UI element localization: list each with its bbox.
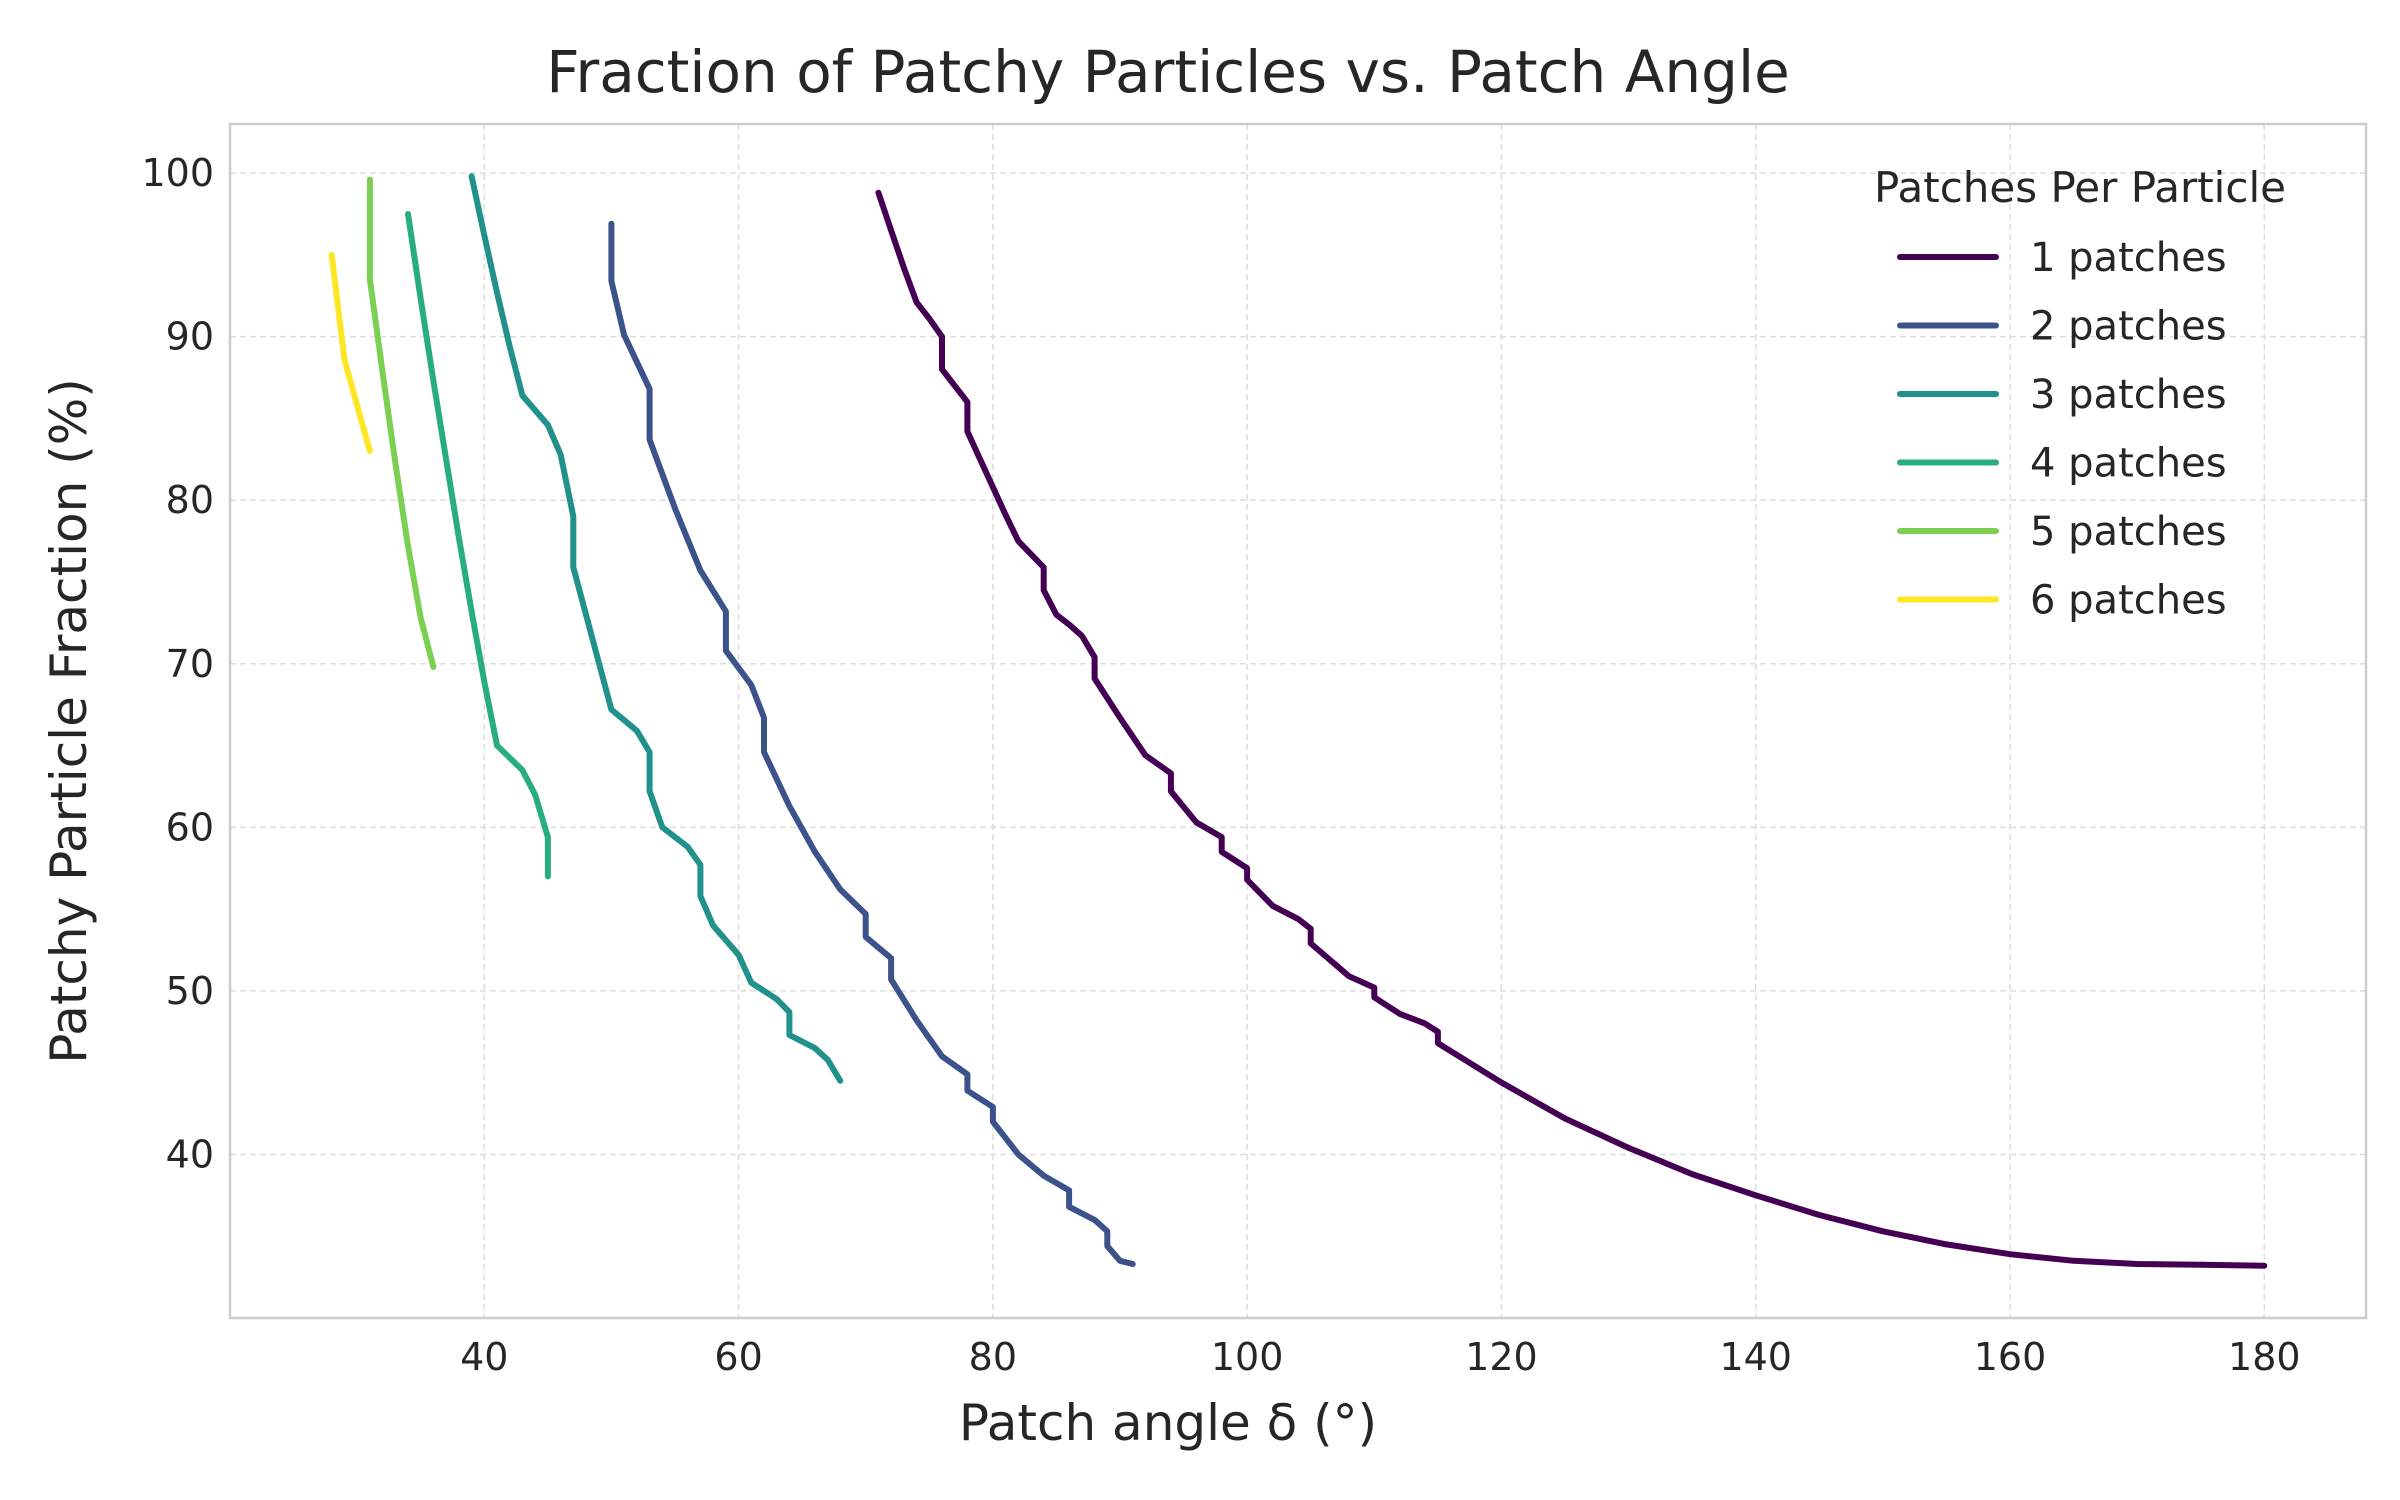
legend-label-4: 4 patches xyxy=(2030,441,2227,487)
y-tick-label: 100 xyxy=(141,151,214,195)
legend-label-1: 1 patches xyxy=(2030,235,2227,281)
tick-labels: 40 60 80 100 120 140 160 180 40 50 60 70 80 90 100 xyxy=(141,151,2300,1379)
y-tick-label: 50 xyxy=(166,969,214,1013)
x-tick-label: 60 xyxy=(714,1335,762,1379)
y-tick-label: 60 xyxy=(166,805,214,849)
x-tick-label: 80 xyxy=(969,1335,1017,1379)
x-axis-label: Patch angle δ (°) xyxy=(959,1394,1377,1452)
series-line-2 xyxy=(608,220,1136,1267)
x-tick-label: 180 xyxy=(2228,1335,2301,1379)
x-tick-label: 140 xyxy=(1719,1335,1792,1379)
x-tick-label: 160 xyxy=(1974,1335,2047,1379)
x-tick-label: 100 xyxy=(1211,1335,1284,1379)
chart-title: Fraction of Patchy Particles vs. Patch A… xyxy=(546,38,1790,106)
series-line-1 xyxy=(875,189,2268,1269)
y-tick-label: 80 xyxy=(166,478,214,522)
legend: Patches Per Particle 1 patches 2 patches 3… xyxy=(1874,163,2286,624)
series-line-3 xyxy=(468,173,844,1084)
legend-label-3: 3 patches xyxy=(2030,372,2227,418)
y-axis-label: Patchy Particle Fraction (%) xyxy=(40,378,98,1063)
series-layer xyxy=(328,173,2268,1269)
legend-label-5: 5 patches xyxy=(2030,509,2227,555)
series-line-5 xyxy=(366,176,437,670)
legend-entries: 1 patches 2 patches 3 patches 4 patches 5 pa… xyxy=(1897,235,2227,624)
grid xyxy=(230,124,2366,1318)
legend-label-2: 2 patches xyxy=(2030,304,2227,350)
y-tick-label: 40 xyxy=(166,1132,214,1176)
series-line-6 xyxy=(328,251,373,455)
legend-title: Patches Per Particle xyxy=(1874,163,2286,212)
y-tick-label: 90 xyxy=(166,315,214,359)
legend-label-6: 6 patches xyxy=(2030,578,2227,624)
x-tick-label: 40 xyxy=(460,1335,508,1379)
y-tick-label: 70 xyxy=(166,642,214,686)
x-tick-label: 120 xyxy=(1465,1335,1538,1379)
plot-frame xyxy=(228,122,2368,1320)
series-line-4 xyxy=(405,211,551,880)
